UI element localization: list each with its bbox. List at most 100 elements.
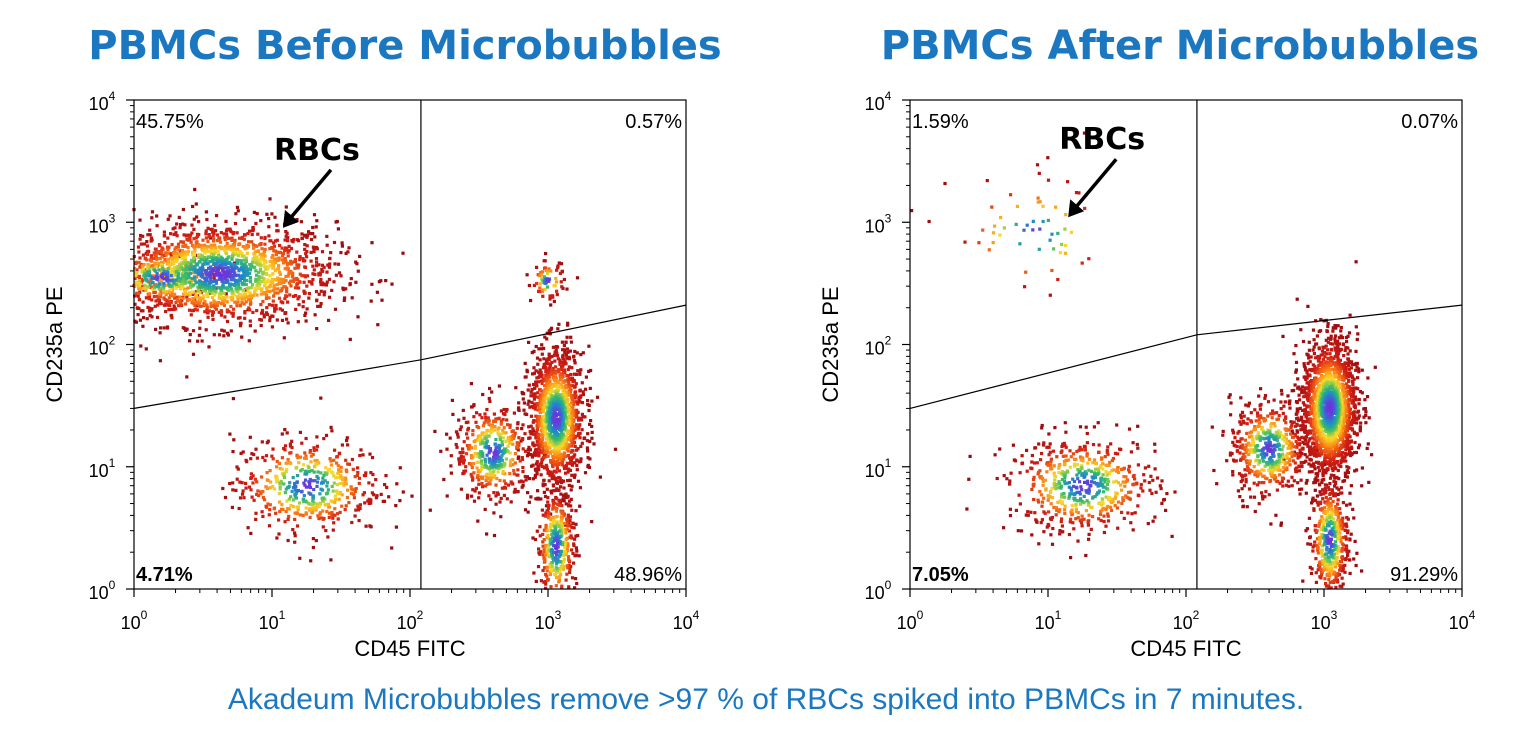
data-point <box>536 565 541 569</box>
data-point <box>244 282 248 287</box>
data-point <box>224 266 228 270</box>
data-point <box>212 244 216 248</box>
data-point <box>1370 453 1374 457</box>
data-point <box>527 500 531 504</box>
data-point <box>567 529 572 533</box>
data-point <box>554 584 558 588</box>
data-point <box>146 252 150 256</box>
data-point <box>277 281 281 285</box>
data-point <box>177 248 181 252</box>
data-point <box>319 278 323 282</box>
data-point <box>301 259 306 263</box>
data-point <box>1315 334 1319 338</box>
data-point <box>150 276 155 280</box>
data-point <box>210 271 214 275</box>
data-point <box>556 557 560 561</box>
data-point <box>570 440 574 444</box>
data-point <box>995 476 999 481</box>
data-point <box>1366 376 1370 380</box>
data-point <box>1354 368 1358 372</box>
data-point <box>297 286 301 290</box>
data-point <box>580 401 585 405</box>
data-point <box>282 473 286 478</box>
data-point <box>255 262 259 266</box>
data-point <box>275 250 279 254</box>
data-point <box>525 370 529 374</box>
data-point <box>1355 337 1359 342</box>
data-point <box>521 447 525 451</box>
data-point <box>568 349 573 353</box>
data-point <box>483 412 487 416</box>
data-point <box>1302 442 1307 446</box>
data-point <box>542 548 546 552</box>
data-point <box>504 457 508 461</box>
data-point <box>329 463 334 467</box>
data-point <box>327 295 332 299</box>
data-point <box>149 255 153 259</box>
data-point <box>318 501 323 505</box>
data-point <box>194 294 198 298</box>
data-point <box>302 463 306 467</box>
data-point <box>163 272 167 276</box>
data-point <box>256 232 260 236</box>
data-point <box>545 551 549 555</box>
data-point <box>286 250 290 254</box>
data-point <box>531 477 535 481</box>
data-point <box>1304 529 1308 533</box>
data-point <box>561 497 565 501</box>
data-point <box>522 392 526 396</box>
data-point <box>549 436 553 440</box>
data-point <box>554 382 558 386</box>
data-point <box>540 417 544 421</box>
data-point <box>458 428 462 432</box>
x-tick-label: 104 <box>673 608 700 633</box>
data-point <box>571 424 575 428</box>
data-point <box>312 213 317 217</box>
data-point <box>268 319 272 323</box>
data-point <box>218 291 222 296</box>
data-point <box>560 524 565 528</box>
data-point <box>232 293 236 297</box>
chart-title-after: PBMCs After Microbubbles <box>880 23 1480 69</box>
data-point <box>1298 487 1302 491</box>
data-point <box>1318 490 1322 494</box>
data-point <box>570 401 574 405</box>
data-point <box>1326 322 1330 326</box>
data-point <box>332 521 336 525</box>
data-point <box>231 232 235 236</box>
data-point <box>338 469 342 473</box>
data-point <box>535 356 540 360</box>
data-point <box>229 304 233 309</box>
data-point <box>484 474 488 478</box>
data-point <box>538 534 542 538</box>
data-point <box>1164 508 1168 512</box>
data-point <box>1351 507 1355 511</box>
data-point <box>357 481 361 485</box>
data-point <box>1236 489 1240 493</box>
data-point <box>554 423 558 427</box>
data-point <box>314 290 319 294</box>
data-point <box>547 329 551 333</box>
data-point <box>477 491 481 495</box>
data-point <box>235 266 239 270</box>
data-point <box>555 451 559 455</box>
data-point <box>488 423 492 427</box>
data-point <box>1173 490 1177 494</box>
data-point <box>520 457 525 461</box>
data-point <box>543 415 547 419</box>
data-point <box>347 462 351 466</box>
data-point <box>133 284 137 288</box>
data-point <box>335 483 339 487</box>
data-point <box>296 239 301 243</box>
data-point <box>1290 429 1294 433</box>
data-point <box>239 251 243 255</box>
data-point <box>552 544 556 548</box>
data-point <box>242 282 246 286</box>
data-point <box>570 405 574 409</box>
data-point <box>559 280 563 284</box>
data-point <box>561 389 565 393</box>
data-point <box>1312 345 1316 349</box>
data-point <box>549 406 553 410</box>
data-point <box>588 422 592 426</box>
data-point <box>277 256 281 260</box>
